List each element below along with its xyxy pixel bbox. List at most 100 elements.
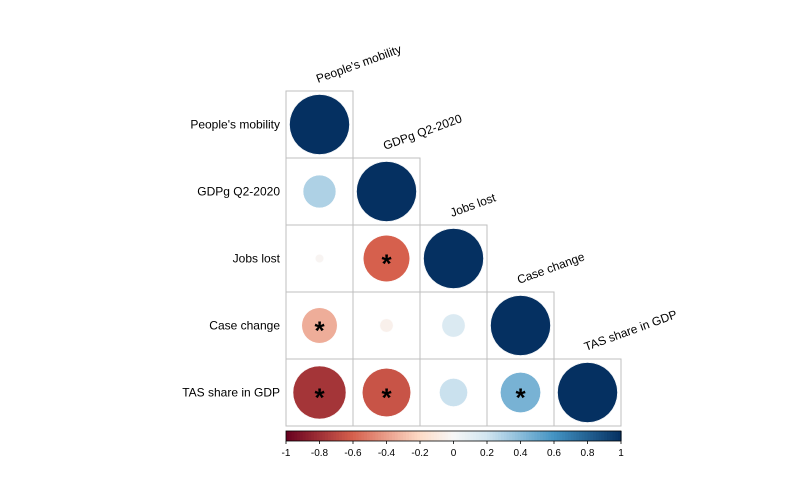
colorbar-segment: [487, 431, 491, 441]
colorbar-segment: [520, 431, 524, 441]
colorbar-segment: [417, 431, 421, 441]
colorbar-segment: [403, 431, 407, 441]
colorbar-segment: [593, 431, 597, 441]
colorbar-segment: [498, 431, 502, 441]
colorbar-segment: [339, 431, 343, 441]
colorbar-segment: [461, 431, 466, 441]
colorbar-segment: [528, 431, 533, 441]
colorbar-tick-label-10: 1: [618, 448, 624, 459]
colorbar-segment: [531, 431, 536, 441]
colorbar-segment: [389, 431, 393, 441]
circle-3-0: [301, 307, 338, 344]
colorbar-tick-label-9: 0.8: [581, 448, 595, 459]
colorbar-segment: [308, 431, 312, 441]
circle-4-1: [362, 368, 411, 417]
colorbar-segment: [414, 431, 418, 441]
circle-3-2: [441, 313, 466, 338]
colorbar-segment: [601, 431, 605, 441]
column-label-0: People's mobility: [314, 42, 403, 86]
row-label-3: Case change: [209, 319, 280, 333]
colorbar-segment: [450, 431, 455, 441]
colorbar-segment: [607, 431, 611, 441]
colorbar-segment: [358, 431, 362, 441]
colorbar-segment: [380, 431, 385, 441]
colorbar-segment: [420, 431, 424, 441]
colorbar-segment: [369, 431, 374, 441]
colorbar-segment: [609, 431, 614, 441]
colorbar-segment: [322, 431, 326, 441]
colorbar-segment: [565, 431, 569, 441]
significance-star-3-0: *: [314, 316, 325, 346]
colorbar-segment: [590, 431, 594, 441]
column-label-2: Jobs lost: [448, 190, 498, 220]
colorbar-segment: [506, 431, 510, 441]
colorbar-segment: [604, 431, 608, 441]
circle-4-3: [500, 372, 541, 413]
colorbar-segment: [299, 431, 304, 441]
colorbar-segment: [587, 431, 591, 441]
circle-1-0: [302, 174, 337, 209]
colorbar-segment: [489, 431, 494, 441]
colorbar-segment: [288, 431, 293, 441]
colorbar-segment: [355, 431, 360, 441]
colorbar-segment: [305, 431, 309, 441]
circle-4-0: [292, 365, 347, 420]
colorbar-segment: [459, 431, 463, 441]
colorbar-segment: [436, 431, 441, 441]
colorbar-segment: [366, 431, 371, 441]
colorbar-segment: [618, 431, 622, 441]
colorbar-segment: [581, 431, 586, 441]
colorbar-segment: [353, 431, 357, 441]
colorbar-segment: [378, 431, 382, 441]
colorbar-segment: [439, 431, 443, 441]
colorbar-segment: [311, 431, 315, 441]
circle-2-0: [315, 254, 324, 263]
colorbar-segment: [556, 431, 561, 441]
colorbar-segment: [542, 431, 547, 441]
significance-star-4-0: *: [314, 383, 325, 413]
colorbar-segment: [313, 431, 318, 441]
colorbar-segment: [467, 431, 471, 441]
row-label-2: Jobs lost: [233, 252, 281, 266]
colorbar-segment: [464, 431, 469, 441]
colorbar-segment: [554, 431, 558, 441]
colorbar-segment: [375, 431, 379, 441]
colorbar-segment: [361, 431, 365, 441]
colorbar-segment: [347, 431, 351, 441]
colorbar-segment: [537, 431, 541, 441]
colorbar-segment: [333, 431, 337, 441]
row-labels: People's mobility GDPg Q2-2020 Jobs lost Ca…: [182, 118, 280, 400]
significance-star-4-3: *: [515, 383, 526, 413]
correlation-circles: [289, 94, 618, 423]
colorbar-segment: [383, 431, 388, 441]
colorbar-segment: [447, 431, 452, 441]
colorbar-segment: [442, 431, 446, 441]
colorbar-segment: [570, 431, 575, 441]
colorbar-segment: [584, 431, 589, 441]
colorbar-segment: [559, 431, 563, 441]
colorbar-segment: [612, 431, 617, 441]
colorbar-segment: [445, 431, 449, 441]
colorbar-segment: [503, 431, 508, 441]
significance-markers: * * * * *: [314, 249, 526, 413]
colorbar-segment: [545, 431, 550, 441]
row-label-1: GDPg Q2-2020: [197, 185, 280, 199]
colorbar-segment: [595, 431, 600, 441]
column-label-4: TAS share in GDP: [582, 307, 679, 354]
colorbar-segment: [551, 431, 555, 441]
colorbar-tick-label-3: -0.4: [378, 448, 396, 459]
colorbar-segment: [316, 431, 321, 441]
colorbar-segment: [576, 431, 580, 441]
column-label-1: GDPg Q2-2020: [381, 111, 464, 153]
colorbar-segment: [330, 431, 335, 441]
circle-3-1: [379, 318, 394, 333]
colorbar-segment: [392, 431, 396, 441]
colorbar-segment: [478, 431, 483, 441]
colorbar-tick-label-8: 0.6: [547, 448, 561, 459]
column-label-3: Case change: [515, 249, 587, 286]
colorbar-segment: [573, 431, 577, 441]
colorbar-segment: [428, 431, 432, 441]
colorbar-segment: [500, 431, 505, 441]
colorbar-segment: [509, 431, 513, 441]
